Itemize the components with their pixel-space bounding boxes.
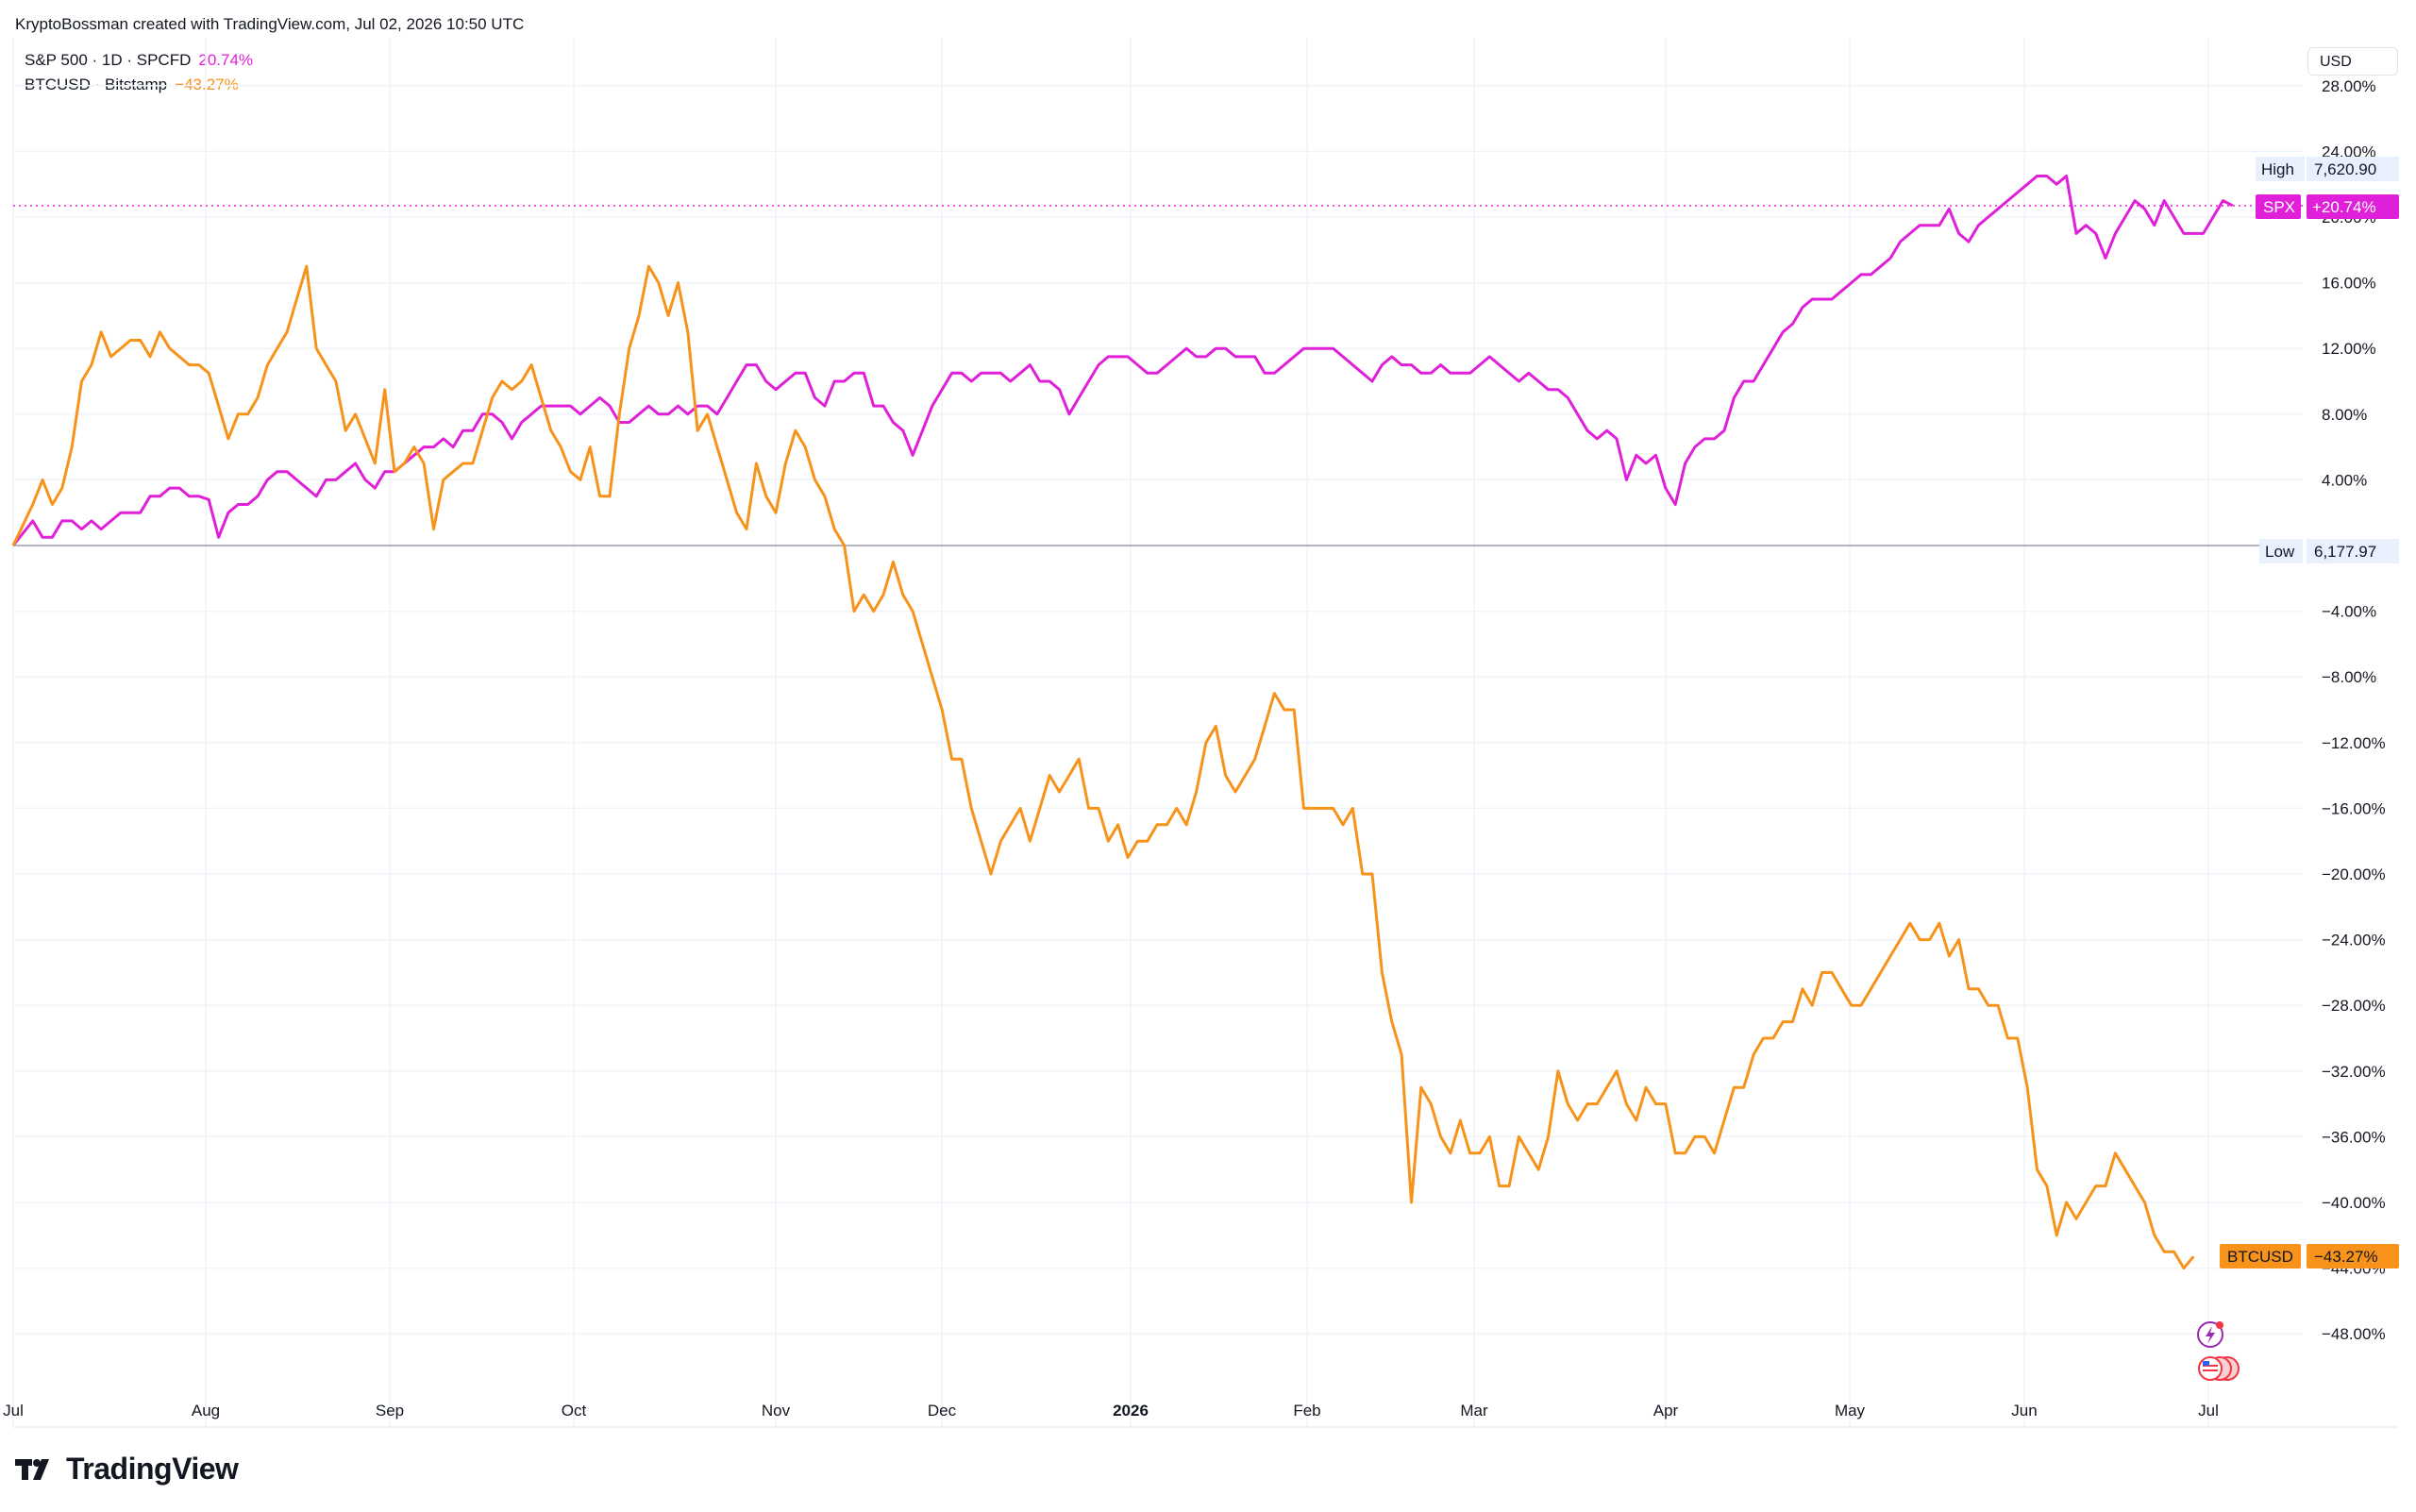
btc-badge-label: BTCUSD — [2227, 1248, 2293, 1266]
y-tick-label: −24.00% — [2322, 932, 2386, 949]
high-label: High — [2261, 160, 2294, 178]
legend-btc-value: −43.27% — [175, 76, 239, 93]
y-tick-label: −28.00% — [2322, 997, 2386, 1015]
btc-price-badge: BTCUSD −43.27% — [2220, 1244, 2399, 1268]
y-tick-label: 24.00% — [2322, 143, 2376, 160]
high-value: 7,620.90 — [2314, 160, 2376, 178]
x-tick-label: Mar — [1460, 1402, 1488, 1420]
low-badge: Low 6,177.97 — [2259, 539, 2399, 563]
x-tick-label: Jul — [3, 1402, 24, 1420]
x-tick-label: Feb — [1293, 1402, 1320, 1420]
y-tick-label: −32.00% — [2322, 1063, 2386, 1081]
y-axis[interactable]: 28.00%24.00%20.00%16.00%12.00%8.00%4.00%… — [2322, 77, 2386, 1343]
x-axis[interactable]: Jul Aug Sep Oct Nov Dec 2026 Feb Mar Apr May Jun Jul — [3, 1402, 2219, 1420]
legend-btc-name: BTCUSD · Bitstamp — [25, 76, 168, 93]
y-tick-label: −20.00% — [2322, 865, 2386, 883]
currency-button[interactable]: USD — [2307, 47, 2398, 76]
x-tick-label: Sep — [376, 1402, 404, 1420]
y-tick-label: −8.00% — [2322, 668, 2376, 686]
x-tick-label: Oct — [562, 1402, 587, 1420]
btc-series-line[interactable] — [11, 264, 2195, 1270]
btc-badge-value: −43.27% — [2314, 1248, 2378, 1266]
y-tick-label: −16.00% — [2322, 799, 2386, 817]
us-flag-events-icon[interactable] — [2198, 1356, 2240, 1381]
y-tick-label: 12.00% — [2322, 340, 2376, 358]
tradingview-brand[interactable]: TradingView — [15, 1452, 239, 1487]
horizontal-grid — [13, 85, 2303, 1335]
spx-price-badge: SPX +20.74% — [2256, 194, 2399, 219]
x-tick-label: Jul — [2198, 1402, 2219, 1420]
y-tick-label: −48.00% — [2322, 1325, 2386, 1343]
y-tick-label: 16.00% — [2322, 275, 2376, 293]
series-layer — [11, 175, 2234, 1270]
x-tick-label: Apr — [1653, 1402, 1679, 1420]
x-tick-label: 2026 — [1113, 1402, 1149, 1420]
spx-series-line[interactable] — [11, 175, 2234, 546]
y-tick-label: −12.00% — [2322, 734, 2386, 752]
x-tick-label: May — [1835, 1402, 1866, 1420]
legend-spx-name: S&P 500 · 1D · SPCFD — [25, 51, 192, 69]
x-tick-label: Nov — [762, 1402, 791, 1420]
spx-badge-label: SPX — [2263, 198, 2295, 216]
y-tick-label: 4.00% — [2322, 471, 2367, 489]
low-label: Low — [2265, 543, 2295, 561]
y-tick-label: 28.00% — [2322, 77, 2376, 95]
x-tick-label: Aug — [192, 1402, 220, 1420]
tradingview-logo-icon — [15, 1458, 49, 1480]
y-tick-label: 8.00% — [2322, 406, 2367, 424]
high-badge: High 7,620.90 — [2256, 157, 2399, 181]
x-tick-label: Dec — [928, 1402, 957, 1420]
low-value: 6,177.97 — [2314, 543, 2376, 561]
x-tick-label: Jun — [2011, 1402, 2037, 1420]
vertical-grid — [12, 38, 2209, 1427]
legend-spx-value: 20.74% — [198, 51, 254, 69]
y-tick-label: −4.00% — [2322, 603, 2376, 621]
y-tick-label: −36.00% — [2322, 1128, 2386, 1146]
legend-spx[interactable]: S&P 500 · 1D · SPCFD 20.74% — [25, 51, 253, 70]
legend-btc[interactable]: BTCUSD · Bitstamp −43.27% — [25, 76, 239, 94]
attribution-header: KryptoBossman created with TradingView.c… — [15, 15, 525, 33]
lightning-icon[interactable] — [2197, 1321, 2223, 1348]
y-tick-label: −40.00% — [2322, 1194, 2386, 1212]
spx-badge-value: +20.74% — [2312, 198, 2376, 216]
tradingview-wordmark: TradingView — [66, 1452, 239, 1486]
